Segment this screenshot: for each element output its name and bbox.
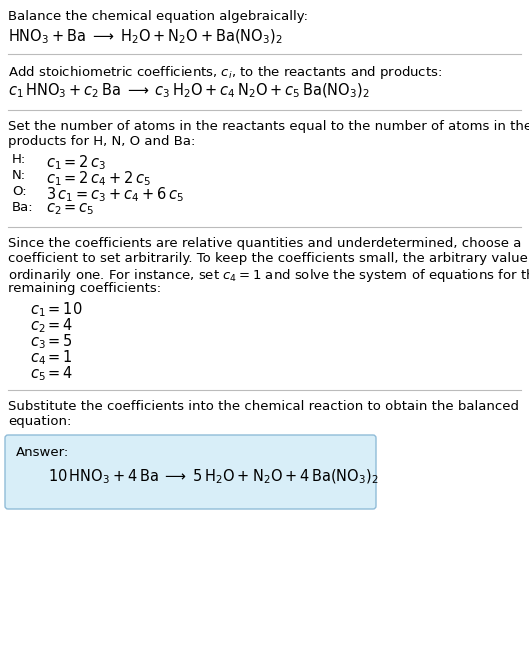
- Text: $c_1 = 2 \, c_4 + 2 \, c_5$: $c_1 = 2 \, c_4 + 2 \, c_5$: [46, 169, 151, 188]
- Text: Add stoichiometric coefficients, $c_i$, to the reactants and products:: Add stoichiometric coefficients, $c_i$, …: [8, 64, 442, 81]
- Text: H:: H:: [12, 153, 26, 166]
- Text: $c_2 = 4$: $c_2 = 4$: [30, 316, 74, 334]
- Text: ordinarily one. For instance, set $c_4 = 1$ and solve the system of equations fo: ordinarily one. For instance, set $c_4 =…: [8, 267, 529, 284]
- Text: Set the number of atoms in the reactants equal to the number of atoms in the: Set the number of atoms in the reactants…: [8, 120, 529, 133]
- Text: Substitute the coefficients into the chemical reaction to obtain the balanced: Substitute the coefficients into the che…: [8, 400, 519, 413]
- Text: $c_3 = 5$: $c_3 = 5$: [30, 332, 73, 351]
- Text: $c_1 \, \mathrm{HNO_3} + c_2 \, \mathrm{Ba} \; \longrightarrow \; c_3 \, \mathrm: $c_1 \, \mathrm{HNO_3} + c_2 \, \mathrm{…: [8, 82, 370, 100]
- Text: Balance the chemical equation algebraically:: Balance the chemical equation algebraica…: [8, 10, 308, 23]
- Text: equation:: equation:: [8, 415, 71, 428]
- Text: $c_2 = c_5$: $c_2 = c_5$: [46, 201, 95, 217]
- Text: $10 \, \mathrm{HNO_3} + 4 \, \mathrm{Ba} \; \longrightarrow \; 5 \, \mathrm{H_2O: $10 \, \mathrm{HNO_3} + 4 \, \mathrm{Ba}…: [48, 468, 379, 487]
- Text: remaining coefficients:: remaining coefficients:: [8, 282, 161, 295]
- Text: N:: N:: [12, 169, 26, 182]
- Text: Ba:: Ba:: [12, 201, 34, 214]
- Text: O:: O:: [12, 185, 26, 198]
- FancyBboxPatch shape: [5, 435, 376, 509]
- Text: $c_4 = 1$: $c_4 = 1$: [30, 348, 73, 367]
- Text: Answer:: Answer:: [16, 446, 69, 459]
- Text: $\mathrm{HNO_3 + Ba \; \longrightarrow \; H_2O + N_2O + Ba(NO_3)_2}$: $\mathrm{HNO_3 + Ba \; \longrightarrow \…: [8, 28, 282, 47]
- Text: $c_1 = 2 \, c_3$: $c_1 = 2 \, c_3$: [46, 153, 106, 171]
- Text: $c_5 = 4$: $c_5 = 4$: [30, 364, 74, 382]
- Text: products for H, N, O and Ba:: products for H, N, O and Ba:: [8, 135, 195, 148]
- Text: Since the coefficients are relative quantities and underdetermined, choose a: Since the coefficients are relative quan…: [8, 237, 522, 250]
- Text: $3 \, c_1 = c_3 + c_4 + 6 \, c_5$: $3 \, c_1 = c_3 + c_4 + 6 \, c_5$: [46, 185, 184, 204]
- Text: coefficient to set arbitrarily. To keep the coefficients small, the arbitrary va: coefficient to set arbitrarily. To keep …: [8, 252, 529, 265]
- Text: $c_1 = 10$: $c_1 = 10$: [30, 300, 83, 319]
